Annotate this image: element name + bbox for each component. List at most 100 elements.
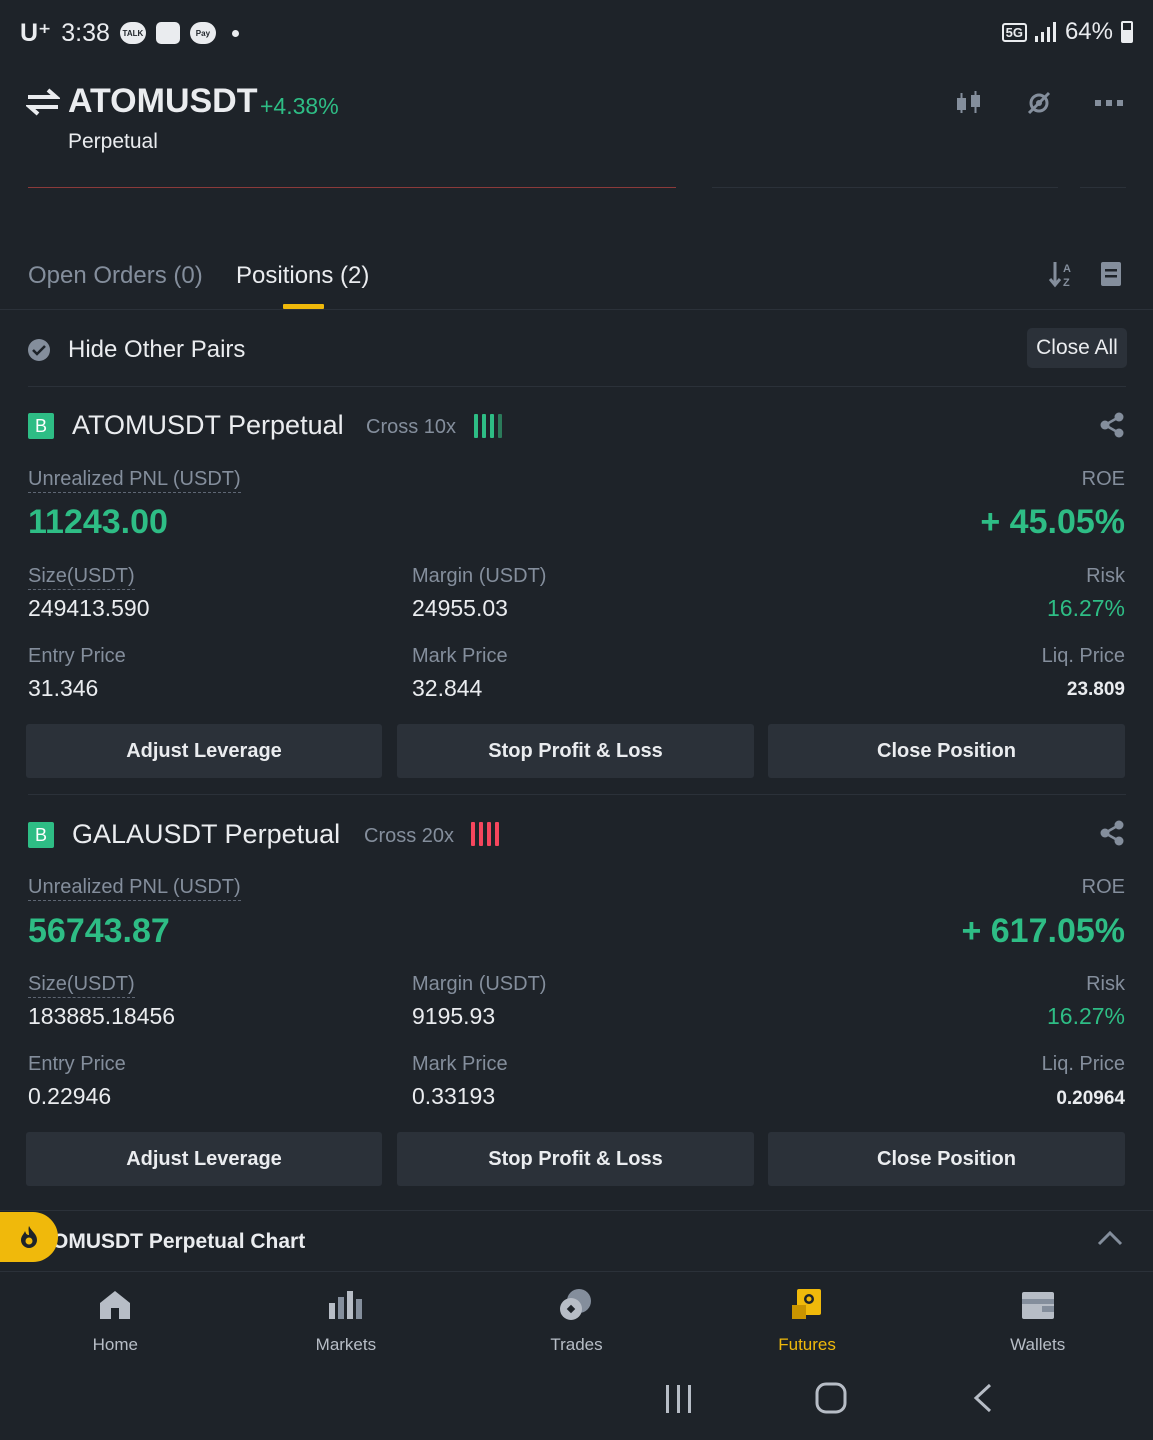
share-icon[interactable] (1099, 820, 1125, 846)
network-icon: 5G (1001, 22, 1027, 42)
tab-actions: A Z (1049, 260, 1123, 288)
buy-badge: B (28, 413, 54, 439)
position-name[interactable]: GALAUSDT Perpetual (72, 819, 341, 849)
battery-icon (1121, 21, 1133, 43)
bottom-nav: Home Markets Trades Futures Wallets (0, 1285, 1153, 1355)
size-value: 183885.18456 (28, 1003, 176, 1029)
close-position-button[interactable]: Close Position (768, 1132, 1125, 1186)
nav-label: Trades (550, 1335, 603, 1354)
hide-other-pairs-toggle[interactable]: Hide Other Pairs (28, 336, 245, 364)
nav-label: Home (92, 1335, 138, 1354)
margin-label: Margin (USDT) (412, 565, 547, 587)
nav-wallets[interactable]: Wallets (922, 1285, 1153, 1355)
size-value: 249413.590 (28, 595, 150, 621)
chart-title[interactable]: OMUSDT Perpetual Chart (52, 1230, 306, 1253)
position-name[interactable]: ATOMUSDT Perpetual (72, 410, 344, 440)
mark-value: 32.844 (412, 675, 483, 701)
trades-icon (556, 1285, 596, 1325)
signal-icon (1034, 22, 1056, 42)
pay-icon: Pay (189, 22, 216, 44)
liq-value: 0.20964 (1056, 1088, 1125, 1109)
pair-title[interactable]: ATOMUSDT (68, 82, 258, 120)
tab-active-indicator (283, 304, 324, 309)
stop-profit-loss-button[interactable]: Stop Profit & Loss (397, 1132, 754, 1186)
pair-change: +4.38% (260, 93, 339, 119)
svg-text:A: A (1063, 263, 1071, 275)
back-icon[interactable] (972, 1383, 994, 1413)
more-icon[interactable] (1093, 88, 1125, 118)
margin-label: Margin (USDT) (412, 973, 547, 995)
risk-indicator (474, 414, 502, 438)
risk-value: 16.27% (1046, 1003, 1125, 1029)
close-position-button[interactable]: Close Position (768, 724, 1125, 778)
margin-mode[interactable]: Cross 20x (364, 825, 455, 847)
nav-futures[interactable]: Futures (692, 1285, 923, 1355)
nav-label: Wallets (1010, 1335, 1066, 1354)
pnl-label: Unrealized PNL (USDT) (28, 876, 241, 901)
size-label: Size(USDT) (28, 565, 135, 590)
nav-label: Futures (778, 1335, 836, 1354)
pair-subtitle: Perpetual (68, 130, 158, 153)
calculator-orbit-icon[interactable] (1023, 88, 1055, 118)
hide-other-pairs-label: Hide Other Pairs (68, 336, 246, 363)
status-bar-right: 5G 64% (1001, 18, 1133, 46)
margin-value: 9195.93 (412, 1003, 496, 1029)
entry-label: Entry Price (28, 645, 126, 667)
divider (28, 386, 1126, 387)
risk-label: Risk (1086, 565, 1125, 587)
talk-icon: TALK (119, 22, 146, 44)
chevron-up-icon[interactable] (1097, 1230, 1123, 1246)
margin-value: 24955.03 (412, 595, 508, 621)
markets-icon (326, 1285, 366, 1325)
swap-icon[interactable] (26, 88, 60, 116)
battery-label: 64% (1064, 18, 1113, 45)
recent-apps-icon[interactable] (664, 1384, 694, 1414)
adjust-leverage-button[interactable]: Adjust Leverage (26, 724, 382, 778)
carrier-label: U⁺ (20, 19, 52, 47)
roe-value: + 617.05% (961, 912, 1125, 950)
roe-value: + 45.05% (980, 503, 1125, 541)
tab-open-orders[interactable]: Open Orders (0) (28, 262, 203, 289)
document-icon[interactable] (1099, 260, 1123, 288)
nav-label: Markets (315, 1335, 377, 1354)
checkbox-icon[interactable] (28, 339, 50, 361)
tab-divider (0, 309, 1153, 310)
nav-markets[interactable]: Markets (231, 1285, 462, 1355)
chart-section[interactable] (0, 1210, 1153, 1272)
notification-dot-icon (231, 29, 239, 37)
share-icon[interactable] (1099, 412, 1125, 438)
adjust-leverage-button[interactable]: Adjust Leverage (26, 1132, 382, 1186)
pnl-value: 11243.00 (28, 503, 168, 541)
fire-icon[interactable] (0, 1212, 58, 1262)
entry-value: 31.346 (28, 675, 99, 701)
pnl-value: 56743.87 (28, 912, 170, 950)
svg-text:Z: Z (1063, 277, 1070, 288)
mark-value: 0.33193 (412, 1083, 496, 1109)
risk-value: 16.27% (1046, 595, 1125, 621)
home-system-icon[interactable] (815, 1382, 847, 1414)
candlestick-icon[interactable] (953, 88, 985, 118)
mark-label: Mark Price (412, 645, 508, 667)
header-actions (953, 88, 1125, 118)
stop-profit-loss-button[interactable]: Stop Profit & Loss (397, 724, 754, 778)
size-label: Size(USDT) (28, 973, 135, 998)
buy-badge: B (28, 822, 54, 848)
nav-home[interactable]: Home (0, 1285, 231, 1355)
tab-positions[interactable]: Positions (2) (236, 262, 370, 289)
close-all-button[interactable]: Close All (1027, 328, 1127, 368)
header-divider (28, 187, 676, 188)
mark-label: Mark Price (412, 1053, 508, 1075)
futures-icon (787, 1285, 827, 1325)
roe-label: ROE (1081, 468, 1125, 490)
risk-indicator (471, 822, 499, 846)
wallet-icon (1018, 1285, 1058, 1325)
margin-mode[interactable]: Cross 10x (366, 416, 457, 438)
status-bar-left: U⁺ 3:38 TALK Pay (20, 18, 239, 48)
risk-label: Risk (1086, 973, 1125, 995)
pnl-label: Unrealized PNL (USDT) (28, 468, 241, 493)
divider (28, 794, 1126, 795)
nav-trades[interactable]: Trades (461, 1285, 692, 1355)
sort-icon[interactable]: A Z (1049, 260, 1075, 288)
roe-label: ROE (1081, 876, 1125, 898)
liq-label: Liq. Price (1041, 1053, 1125, 1075)
